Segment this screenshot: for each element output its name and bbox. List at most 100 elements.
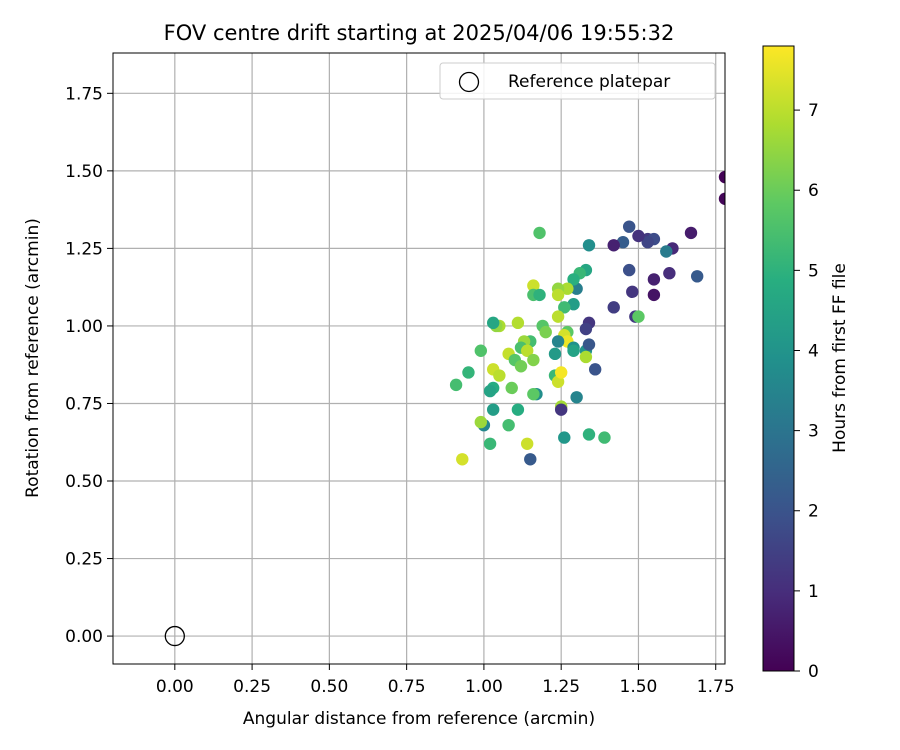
scatter-point (570, 282, 583, 295)
scatter-point (632, 310, 645, 323)
scatter-point (570, 391, 583, 404)
y-tick-label: 1.25 (65, 239, 103, 259)
scatter-point (567, 273, 580, 286)
x-tick-label: 1.25 (542, 677, 580, 697)
legend: Reference platepar (439, 62, 716, 100)
colorbar-tick-label: 0 (808, 662, 819, 682)
scatter-point (684, 226, 698, 240)
scatter-point (527, 279, 540, 292)
scatter-point (663, 267, 676, 280)
scatter-point (524, 453, 537, 466)
scatter-point (533, 226, 546, 240)
x-tick-label: 0.50 (310, 677, 348, 697)
y-tick-label: 0.75 (65, 394, 103, 414)
scatter-point (622, 220, 636, 233)
x-tick-label: 1.75 (697, 677, 735, 697)
y-tick-label: 1.00 (65, 317, 103, 337)
scatter-point (554, 366, 568, 379)
x-tick-label: 1.00 (465, 677, 503, 697)
colorbar (762, 45, 795, 672)
y-axis-ticks: 0.00 0.25 0.50 0.75 1.00 1.25 1.50 1.75 (65, 84, 113, 647)
scatter-point (647, 273, 661, 286)
colorbar-tick-label: 4 (808, 341, 819, 361)
scatter-point (449, 378, 463, 392)
colorbar-ticks: 0 1 2 3 4 5 6 7 (794, 101, 819, 682)
scatter-point (493, 369, 506, 382)
plot-frame (112, 52, 726, 665)
scatter-point (483, 384, 497, 398)
legend-marker (458, 71, 480, 93)
y-tick-label: 1.75 (65, 84, 103, 104)
y-tick-label: 0.50 (65, 472, 103, 492)
x-axis-label: Angular distance from reference (arcmin) (243, 709, 595, 729)
x-tick-label: 1.50 (620, 677, 658, 697)
scatter-point (718, 192, 725, 205)
legend-label: Reference platepar (508, 72, 670, 92)
scatter-point (558, 301, 571, 314)
colorbar-tick-label: 2 (808, 502, 819, 522)
scatter-point (483, 437, 497, 450)
scatter-point (520, 437, 534, 450)
scatter-point (582, 239, 596, 252)
scatter-point (607, 239, 620, 252)
scatter-point (579, 322, 593, 336)
scatter-point (626, 285, 639, 299)
scatter-point (527, 387, 540, 401)
scatter-point (539, 325, 552, 339)
scatter-point (505, 381, 518, 395)
scatter-point (567, 344, 580, 357)
scatter-point (632, 229, 645, 243)
scatter-point (551, 375, 565, 388)
scatter-point (511, 316, 525, 330)
legend-box (439, 62, 716, 100)
scatter-point (598, 431, 611, 444)
x-tick-label: 0.75 (388, 677, 426, 697)
y-tick-label: 0.00 (65, 627, 103, 647)
colorbar-tick-label: 6 (808, 181, 819, 201)
scatter-point (551, 288, 565, 302)
scatter-point (718, 170, 725, 184)
scatter-point (551, 310, 565, 323)
scatter-point (622, 263, 636, 277)
scatter-point (486, 403, 500, 416)
scatter-point (579, 350, 593, 364)
colorbar-tick-label: 5 (808, 261, 819, 281)
scatter-point (647, 288, 661, 302)
x-tick-label: 0.25 (233, 677, 271, 697)
scatter-point (514, 360, 528, 373)
scatter-point (548, 347, 562, 361)
y-tick-label: 0.25 (65, 550, 103, 570)
scatter-point (561, 282, 574, 295)
colorbar-tick-label: 1 (808, 582, 819, 602)
scatter-point (641, 235, 654, 249)
scatter-point (582, 338, 596, 351)
reference-marker (164, 625, 185, 647)
y-axis-label: Rotation from reference (arcmin) (23, 218, 43, 498)
scatter-point (520, 344, 534, 357)
scatter-point (502, 418, 515, 432)
scatter-point (527, 353, 540, 367)
colorbar-label: Hours from first FF file (830, 263, 850, 453)
x-axis-ticks: 0.00 0.25 0.50 0.75 1.00 1.25 1.50 1.75 (156, 664, 735, 697)
scatter-point (474, 415, 488, 429)
scatter-point (456, 453, 469, 466)
scatter-points (449, 170, 725, 466)
scatter-point (660, 245, 673, 258)
scatter-point (474, 344, 488, 357)
colorbar-tick-label: 7 (808, 101, 819, 121)
scatter-point (588, 363, 602, 376)
scatter-point (558, 431, 571, 444)
scatter-point (690, 270, 704, 283)
scatter-point (511, 403, 525, 416)
scatter-point (486, 316, 500, 330)
scatter-point (582, 428, 596, 441)
scatter-point (551, 335, 565, 348)
scatter-point (462, 366, 475, 379)
scatter-point (607, 301, 620, 314)
scatter-point (554, 403, 568, 416)
grid-lines (113, 53, 725, 664)
scatter-point (533, 288, 546, 302)
colorbar-tick-label: 3 (808, 422, 819, 442)
y-tick-label: 1.50 (65, 162, 103, 182)
